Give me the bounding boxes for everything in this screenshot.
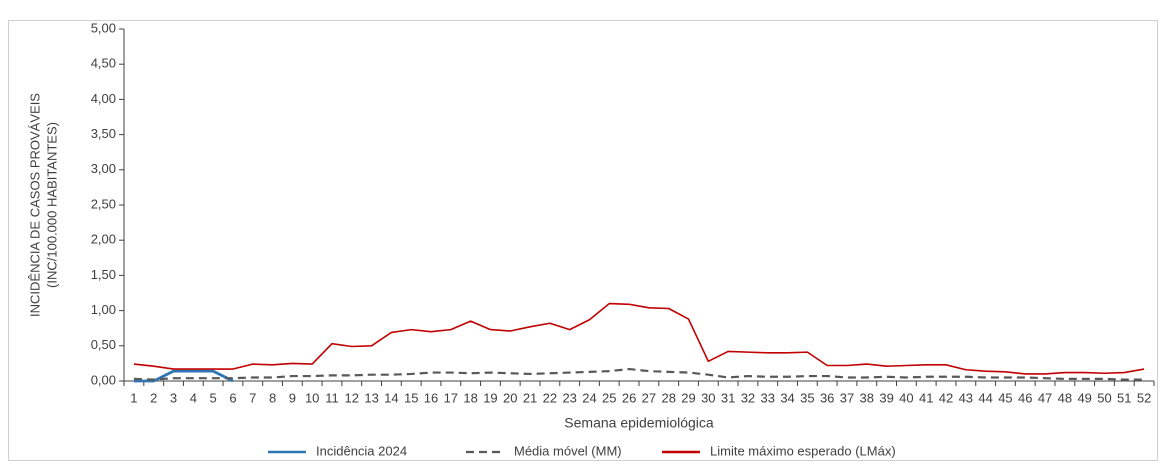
x-tick-label: 20 [503, 390, 517, 405]
legend-label: Média móvel (MM) [514, 443, 622, 458]
legend-item: Limite máximo esperado (LMáx) [662, 443, 896, 458]
y-tick-label: 2,00 [91, 232, 116, 247]
x-tick-label: 28 [661, 390, 675, 405]
legend-label: Limite máximo esperado (LMáx) [710, 443, 896, 458]
x-tick-label: 23 [562, 390, 576, 405]
legend-item: Incidência 2024 [268, 443, 407, 458]
x-tick-label: 41 [919, 390, 933, 405]
x-tick-label: 3 [170, 390, 177, 405]
x-tick-label: 6 [229, 390, 236, 405]
x-tick-label: 9 [289, 390, 296, 405]
y-tick-label: 4,00 [91, 91, 116, 106]
series-line [133, 302, 1145, 375]
y-axis-title: (INC/100.000 HABITANTES) [44, 122, 59, 288]
x-tick-label: 49 [1077, 390, 1091, 405]
x-tick-label: 46 [1018, 390, 1032, 405]
y-tick-label: 1,00 [91, 302, 116, 317]
x-tick-label: 30 [701, 390, 715, 405]
x-tick-label: 17 [444, 390, 458, 405]
legend-label: Incidência 2024 [316, 443, 407, 458]
x-tick-label: 11 [325, 390, 339, 405]
x-tick-label: 29 [681, 390, 695, 405]
x-tick-label: 1 [130, 390, 137, 405]
x-tick-label: 7 [249, 390, 256, 405]
x-tick-label: 27 [642, 390, 656, 405]
x-tick-label: 35 [800, 390, 814, 405]
x-tick-label: 43 [959, 390, 973, 405]
x-tick-label: 21 [523, 390, 537, 405]
x-tick-label: 38 [860, 390, 874, 405]
x-tick-label: 39 [879, 390, 893, 405]
x-tick-label: 50 [1097, 390, 1111, 405]
y-tick-label: 5,00 [91, 20, 116, 35]
x-tick-label: 15 [404, 390, 418, 405]
x-tick-label: 52 [1137, 390, 1151, 405]
x-tick-label: 34 [780, 390, 794, 405]
x-tick-label: 4 [190, 390, 197, 405]
series-line [133, 369, 234, 383]
x-tick-label: 8 [269, 390, 276, 405]
y-tick-label: 0,50 [91, 337, 116, 352]
x-tick-label: 32 [741, 390, 755, 405]
x-tick-label: 19 [483, 390, 497, 405]
x-tick-label: 36 [820, 390, 834, 405]
y-tick-label: 1,50 [91, 267, 116, 282]
x-tick-label: 33 [761, 390, 775, 405]
x-tick-label: 42 [939, 390, 953, 405]
x-tick-label: 25 [602, 390, 616, 405]
y-tick-label: 3,00 [91, 161, 116, 176]
x-tick-label: 45 [998, 390, 1012, 405]
chart-frame [8, 20, 1158, 461]
x-tick-label: 12 [345, 390, 359, 405]
x-tick-label: 26 [622, 390, 636, 405]
x-tick-label: 48 [1058, 390, 1072, 405]
x-tick-label: 10 [305, 390, 319, 405]
x-tick-label: 31 [721, 390, 735, 405]
x-tick-label: 22 [543, 390, 557, 405]
x-tick-label: 16 [424, 390, 438, 405]
x-tick-label: 14 [384, 390, 398, 405]
x-tick-label: 44 [978, 390, 992, 405]
legend-item: Média móvel (MM) [466, 443, 622, 458]
x-tick-label: 47 [1038, 390, 1052, 405]
y-tick-label: 0,00 [91, 372, 116, 387]
y-tick-label: 2,50 [91, 196, 116, 211]
x-tick-label: 5 [210, 390, 217, 405]
x-tick-label: 24 [582, 390, 596, 405]
x-tick-label: 13 [364, 390, 378, 405]
x-tick-label: 51 [1117, 390, 1131, 405]
x-tick-label: 18 [463, 390, 477, 405]
y-axis-title: INCIDÊNCIA DE CASOS PROVÁVEIS [27, 93, 42, 317]
y-tick-label: 4,50 [91, 56, 116, 71]
x-tick-label: 40 [899, 390, 913, 405]
x-tick-label: 2 [150, 390, 157, 405]
y-tick-label: 3,50 [91, 126, 116, 141]
x-axis-title: Semana epidemiológica [564, 415, 714, 431]
x-tick-label: 37 [840, 390, 854, 405]
